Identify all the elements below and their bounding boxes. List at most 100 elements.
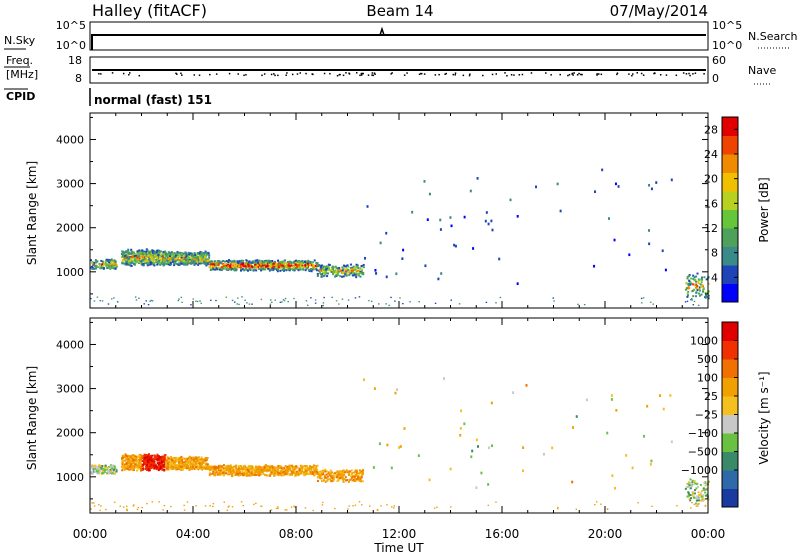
- heatmap-cell: [701, 499, 704, 502]
- heatmap-cell: [180, 455, 183, 458]
- heatmap-cell: [271, 466, 274, 469]
- heatmap-cell: [301, 259, 304, 262]
- heatmap-cell: [273, 471, 276, 474]
- heatmap-cell: [213, 266, 216, 269]
- heatmap-cell: [135, 256, 138, 259]
- heatmap-cell: [155, 251, 158, 254]
- heatmap-cell: [275, 266, 278, 269]
- heatmap-cell: [131, 464, 134, 467]
- heatmap-cell: [152, 251, 155, 254]
- heatmap-cell: [149, 261, 152, 264]
- heatmap-cell: [106, 260, 109, 263]
- heatmap-cell: [215, 468, 218, 471]
- heatmap-cell: [150, 252, 153, 255]
- heatmap-cell: [395, 272, 398, 276]
- heatmap-cell: [207, 252, 210, 255]
- heatmap-cell: [613, 238, 616, 242]
- heatmap-cell: [315, 466, 318, 469]
- heatmap-cell: [283, 268, 286, 271]
- noise-left-tick-bottom: 10^0: [56, 39, 86, 52]
- heatmap-cell: [195, 457, 198, 460]
- heatmap-cell: [332, 472, 335, 475]
- heatmap-cell: [297, 267, 300, 270]
- heatmap-cell: [108, 261, 111, 264]
- heatmap-cell: [159, 259, 162, 262]
- heatmap-cell: [262, 469, 265, 472]
- nave-dot: [550, 74, 552, 76]
- heatmap-cell: [309, 469, 312, 472]
- heatmap-cell: [123, 466, 126, 469]
- heatmap-cell: [326, 478, 329, 481]
- heatmap-cell: [127, 257, 130, 260]
- heatmap-cell: [509, 198, 512, 202]
- cpid-label: CPID: [6, 90, 35, 103]
- heatmap-cell: [302, 265, 305, 268]
- heatmap-cell: [192, 462, 195, 465]
- heatmap-cell: [242, 465, 245, 468]
- heatmap-cell: [686, 296, 689, 298]
- heatmap-cell: [189, 252, 192, 255]
- heatmap-cell: [168, 458, 171, 461]
- heatmap-cell: [309, 268, 312, 271]
- heatmap-cell: [247, 261, 250, 264]
- heatmap-cell: [642, 434, 645, 438]
- heatmap-cell: [106, 267, 109, 270]
- heatmap-cell: [362, 266, 365, 269]
- heatmap-cell: [153, 464, 156, 467]
- heatmap-cell: [174, 261, 177, 264]
- heatmap-cell: [184, 260, 187, 263]
- heatmap-cell: [140, 262, 143, 265]
- heatmap-cell: [335, 474, 338, 477]
- heatmap-cell: [696, 289, 699, 292]
- heatmap-cell: [701, 495, 704, 498]
- heatmap-cell: [104, 260, 107, 263]
- nave-dot: [100, 73, 102, 75]
- heatmap-cell: [324, 470, 327, 473]
- heatmap-cell: [152, 462, 155, 465]
- heatmap-cell: [133, 263, 136, 266]
- heatmap-cell: [610, 394, 613, 397]
- heatmap-cell: [316, 263, 319, 266]
- heatmap-cell: [705, 278, 708, 281]
- heatmap-cell: [220, 268, 223, 271]
- heatmap-cell: [188, 262, 191, 265]
- heatmap-cell: [302, 473, 305, 476]
- heatmap-cell: [121, 455, 124, 458]
- heatmap-cell: [156, 257, 159, 260]
- heatmap-cell: [676, 505, 678, 507]
- heatmap-cell: [288, 269, 291, 272]
- heatmap-cell: [270, 268, 273, 271]
- heatmap-cell: [361, 480, 364, 483]
- heatmap-cell: [115, 265, 118, 268]
- time-tick-label: 00:00: [691, 527, 726, 541]
- heatmap-cell: [225, 268, 228, 271]
- heatmap-cell: [130, 461, 133, 464]
- heatmap-cell: [129, 458, 132, 461]
- heatmap-cell: [315, 266, 318, 269]
- heatmap-cell: [263, 267, 266, 270]
- heatmap-cell: [314, 466, 317, 469]
- heatmap-cell: [159, 468, 162, 471]
- heatmap-cell: [359, 470, 362, 473]
- heatmap-cell: [200, 251, 203, 254]
- heatmap-cell: [354, 297, 357, 299]
- heatmap-cell: [137, 459, 140, 462]
- heatmap-cell: [246, 261, 249, 264]
- heatmap-cell: [137, 255, 140, 258]
- heatmap-cell: [198, 462, 201, 465]
- heatmap-cell: [272, 267, 275, 270]
- nave-dot: [653, 72, 656, 74]
- heatmap-cell: [315, 267, 318, 270]
- heatmap-cell: [697, 280, 700, 283]
- heatmap-cell: [178, 298, 180, 300]
- heatmap-cell: [334, 275, 337, 278]
- heatmap-cell: [201, 259, 204, 262]
- heatmap-cell: [247, 265, 250, 268]
- heatmap-cell: [159, 261, 162, 264]
- nave-dot: [632, 73, 634, 75]
- heatmap-cell: [200, 461, 203, 464]
- heatmap-cell: [180, 296, 183, 299]
- heatmap-cell: [133, 255, 136, 258]
- heatmap-cell: [236, 260, 239, 263]
- heatmap-cell: [111, 471, 114, 474]
